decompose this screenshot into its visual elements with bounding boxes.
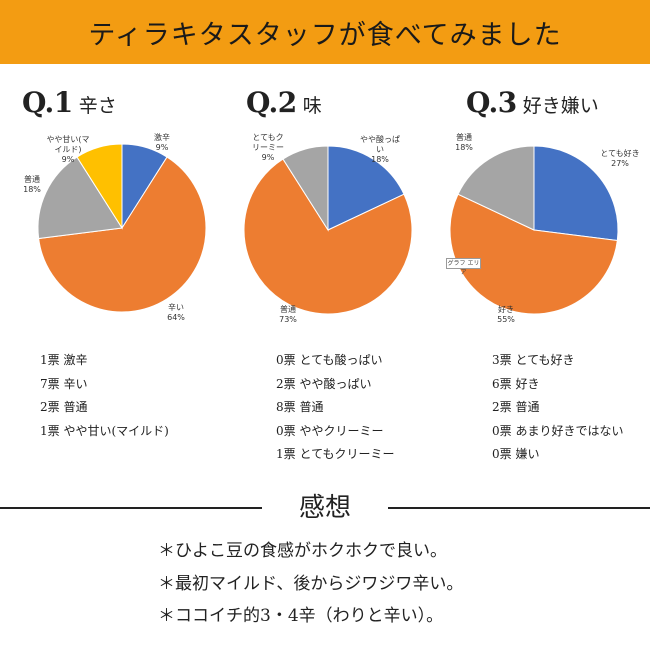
- question-number: Q.3: [466, 86, 517, 119]
- vote-item: 1票 とてもクリーミー: [276, 447, 395, 461]
- vote-item: 6票 好き: [492, 376, 540, 391]
- divider-right: [388, 507, 650, 509]
- pie-label-3: 普通 18%: [455, 132, 473, 152]
- pie-label-1: 激辛 9%: [154, 132, 170, 152]
- vote-item: 0票 あまり好きではない: [492, 423, 624, 438]
- header-banner: ティラキタスタッフが食べてみました: [0, 0, 650, 64]
- pie-slice-3: [243, 158, 413, 315]
- vote-item: 2票 普通: [40, 400, 88, 414]
- votes-list-q1: 1票 激辛 7票 辛い 2票 普通 1票 やや甘い(マイルド): [40, 352, 169, 446]
- pie-slice-3: [37, 156, 123, 240]
- question-2-title: Q.2 味: [246, 86, 322, 119]
- pie-chart-spiciness: 激辛 9% 辛い 64% 普通 18% やや甘い(マイルド) 9%: [23, 132, 207, 322]
- divider-left: [0, 507, 262, 509]
- impressions-title: 感想: [298, 493, 351, 523]
- comment-item: ＊ココイチ的3・4辛（わりと辛い）。: [158, 606, 444, 626]
- pie-label-3: 普通 73%: [279, 304, 297, 324]
- pie-slice-2: [449, 193, 618, 315]
- question-subtitle: 味: [302, 95, 322, 117]
- pie-label-2: 好き 55%: [497, 304, 515, 324]
- pie-slice-4: [76, 143, 123, 230]
- pie-chart-preference: とても好き 27% 好き 55% 普通 18%: [449, 132, 640, 324]
- question-number: Q.2: [246, 86, 297, 119]
- question-1-title: Q.1 辛さ: [22, 86, 117, 119]
- pie-label-4: やや甘い(マイルド) 9%: [46, 134, 89, 164]
- pie-chart-taste: やや酸っぱい 18% 普通 73% とてもクリーミー 9%: [243, 133, 413, 324]
- votes-list-q2: 0票 とても酸っぱい 2票 やや酸っぱい 8票 普通 0票 ややクリーミー 1票…: [276, 352, 395, 470]
- pie-label-3: 普通 18%: [23, 174, 41, 194]
- question-number: Q.1: [22, 86, 73, 119]
- pie-label-1: とても好き 27%: [600, 148, 639, 168]
- banner-title: ティラキタスタッフが食べてみました: [88, 19, 562, 51]
- votes-list-q3: 3票 とても好き 6票 好き 2票 普通 0票 あまり好きではない 0票 嫌い: [492, 352, 623, 470]
- comment-item: ＊ひよこ豆の食感がホクホクで良い。: [158, 541, 447, 561]
- vote-item: 1票 やや甘い(マイルド): [40, 423, 169, 438]
- comment-item: ＊最初マイルド、後からジワジワ辛い。: [158, 573, 464, 594]
- pie-slice-2: [38, 156, 207, 313]
- vote-item: 0票 ややクリーミー: [276, 423, 384, 438]
- vote-item: 3票 とても好き: [492, 353, 575, 367]
- vote-item: 2票 やや酸っぱい: [276, 376, 372, 391]
- question-subtitle: 好き嫌い: [522, 95, 599, 117]
- pie-slice-5: [282, 145, 329, 232]
- vote-item: 2票 普通: [492, 400, 540, 414]
- vote-item: 0票 嫌い: [492, 447, 540, 461]
- question-subtitle: 辛さ: [78, 95, 117, 117]
- question-3-title: Q.3 好き嫌い: [466, 86, 599, 119]
- pie-label-5: とてもクリーミー 9%: [252, 133, 284, 162]
- vote-item: 8票 普通: [276, 400, 324, 414]
- pie-slice-3: [457, 145, 535, 231]
- chart-area-tooltip: グラフ エリア: [446, 258, 481, 276]
- pie-label-2: やや酸っぱい 18%: [360, 134, 400, 164]
- vote-item: 0票 とても酸っぱい: [276, 353, 383, 367]
- vote-item: 1票 激辛: [40, 353, 88, 367]
- impressions-comments: ＊ひよこ豆の食感がホクホクで良い。 ＊最初マイルド、後からジワジワ辛い。 ＊ココ…: [158, 540, 463, 638]
- pie-slice-2: [327, 145, 405, 231]
- pie-label-2: 辛い 64%: [167, 302, 185, 322]
- pie-slice-1: [533, 145, 619, 242]
- vote-item: 7票 辛い: [40, 376, 88, 391]
